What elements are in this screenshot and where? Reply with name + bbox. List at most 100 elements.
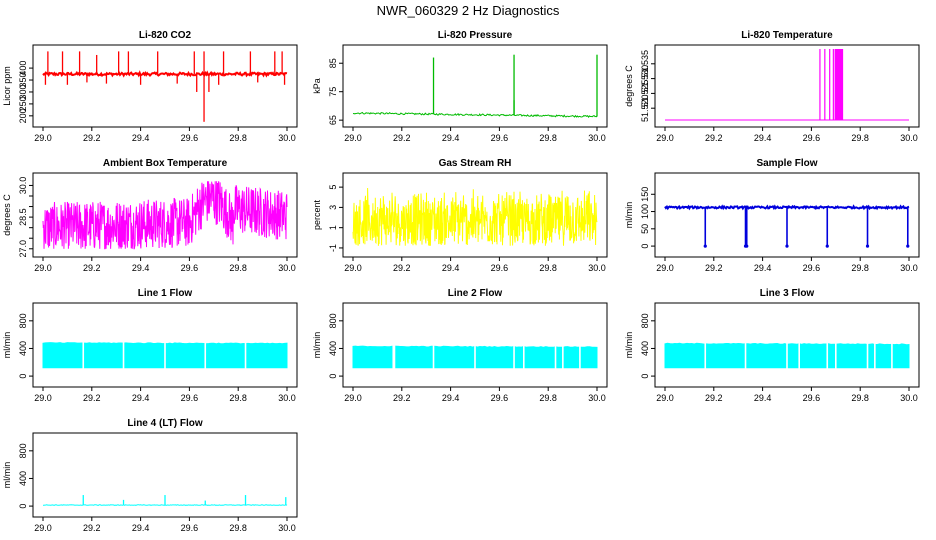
y-tick-label: 65 <box>328 115 338 125</box>
x-tick-label: 29.4 <box>442 133 460 143</box>
x-tick-label: 29.0 <box>344 263 362 273</box>
chart-l4: Line 4 (LT) Flow 29.0 29.2 29.4 29.6 29.8 30.0… <box>2 418 298 533</box>
y-tick-label: 51.530 <box>640 65 650 93</box>
chart-title: Ambient Box Temperature <box>103 158 228 169</box>
chart-sample: Sample Flow 29.0 29.2 29.4 29.6 29.8 30.0 0 50 10… <box>624 158 920 273</box>
x-tick-label: 29.4 <box>132 263 150 273</box>
y-tick-label: 400 <box>640 341 650 356</box>
data-point <box>703 244 707 248</box>
x-tick-label: 29.6 <box>181 523 199 533</box>
chart-title: Sample Flow <box>756 158 817 169</box>
y-tick-label: 400 <box>18 471 28 486</box>
x-tick-label: 29.2 <box>705 393 723 403</box>
x-tick-label: 29.2 <box>393 393 411 403</box>
y-axis-label: Licor ppm <box>2 66 12 106</box>
series-temp <box>665 49 909 121</box>
x-tick-label: 29.8 <box>851 133 869 143</box>
y-tick-label: 0 <box>640 374 650 379</box>
x-tick-label: 29.8 <box>229 133 247 143</box>
x-tick-label: 29.0 <box>344 133 362 143</box>
series-l2 <box>352 345 598 369</box>
x-tick-label: 29.6 <box>491 393 509 403</box>
x-tick-label: 29.4 <box>442 263 460 273</box>
y-tick-label: 0 <box>18 374 28 379</box>
y-axis-label: ml/min <box>2 462 12 489</box>
plot-frame <box>654 172 920 258</box>
x-tick-label: 30.0 <box>588 393 606 403</box>
x-tick-label: 29.2 <box>705 263 723 273</box>
x-tick-label: 29.6 <box>181 393 199 403</box>
y-tick-label: 400 <box>18 341 28 356</box>
y-tick-label: 3 <box>328 205 338 210</box>
x-tick-label: 29.6 <box>803 263 821 273</box>
x-tick-label: 29.0 <box>344 393 362 403</box>
y-tick-label: 350 <box>18 73 28 88</box>
x-tick-label: 29.8 <box>539 133 557 143</box>
series-l3 <box>664 342 910 369</box>
series-l4 <box>43 495 288 506</box>
y-axis-label: degrees C <box>624 65 634 107</box>
chart-l1: Line 1 Flow 29.0 29.2 29.4 29.6 29.8 30.0 0 400 8… <box>2 288 298 403</box>
data-line <box>42 70 288 78</box>
plot-frame <box>342 44 608 128</box>
y-axis-label: percent <box>312 199 322 230</box>
y-tick-label: 800 <box>328 313 338 328</box>
x-tick-label: 29.8 <box>851 393 869 403</box>
chart-title: Gas Stream RH <box>439 158 512 169</box>
x-tick-label: 29.6 <box>803 393 821 403</box>
x-tick-label: 29.4 <box>132 133 150 143</box>
x-tick-label: 29.0 <box>34 393 52 403</box>
y-tick-label: 200 <box>18 108 28 123</box>
plot-frame <box>32 172 298 258</box>
data-line <box>352 187 598 246</box>
data-point <box>745 244 749 248</box>
chart-title: Line 4 (LT) Flow <box>127 418 203 429</box>
x-tick-label: 29.8 <box>229 393 247 403</box>
y-axis-label: kPa <box>312 78 322 94</box>
data-line <box>42 181 288 250</box>
y-tick-label: 51.535 <box>640 50 650 78</box>
x-tick-label: 30.0 <box>588 263 606 273</box>
y-tick-label: 800 <box>640 313 650 328</box>
page-title: NWR_060329 2 Hz Diagnostics <box>376 3 560 18</box>
x-tick-label: 29.0 <box>34 133 52 143</box>
series-box <box>42 181 288 250</box>
x-tick-label: 29.8 <box>229 263 247 273</box>
data-block <box>834 49 844 121</box>
x-tick-label: 29.6 <box>491 133 509 143</box>
y-tick-label: 0 <box>640 244 650 249</box>
y-tick-label: 250 <box>18 96 28 111</box>
x-tick-label: 30.0 <box>278 523 296 533</box>
plot-frame <box>342 302 608 388</box>
data-line <box>352 111 598 118</box>
series-sample <box>664 204 910 248</box>
chart-title: Li-820 CO2 <box>139 30 192 41</box>
x-tick-label: 29.0 <box>656 133 674 143</box>
x-tick-label: 29.2 <box>393 263 411 273</box>
x-tick-label: 30.0 <box>900 263 918 273</box>
plot-frame <box>654 302 920 388</box>
plot-frame <box>342 172 608 258</box>
x-tick-label: 29.8 <box>539 393 557 403</box>
x-tick-label: 30.0 <box>278 393 296 403</box>
x-tick-label: 29.4 <box>132 393 150 403</box>
x-tick-label: 29.6 <box>491 263 509 273</box>
x-tick-label: 29.4 <box>754 393 772 403</box>
y-tick-label: 30.0 <box>18 177 28 195</box>
x-tick-label: 29.4 <box>132 523 150 533</box>
x-tick-label: 29.2 <box>393 133 411 143</box>
chart-l2: Line 2 Flow 29.0 29.2 29.4 29.6 29.8 30.0 0 400 8… <box>312 288 608 403</box>
y-tick-label: 150 <box>640 187 650 202</box>
x-tick-label: 29.0 <box>656 393 674 403</box>
x-tick-label: 29.0 <box>656 263 674 273</box>
chart-rh: Gas Stream RH 29.0 29.2 29.4 29.6 29.8 30.0 -1 1… <box>312 158 608 273</box>
y-tick-label: 50 <box>640 224 650 234</box>
x-tick-label: 29.4 <box>442 393 460 403</box>
series-l1 <box>42 341 288 369</box>
y-axis-label: ml/min <box>312 332 322 359</box>
y-tick-label: 400 <box>328 341 338 356</box>
x-tick-label: 30.0 <box>588 133 606 143</box>
x-tick-label: 29.2 <box>83 523 101 533</box>
y-axis-label: degrees C <box>2 194 12 236</box>
